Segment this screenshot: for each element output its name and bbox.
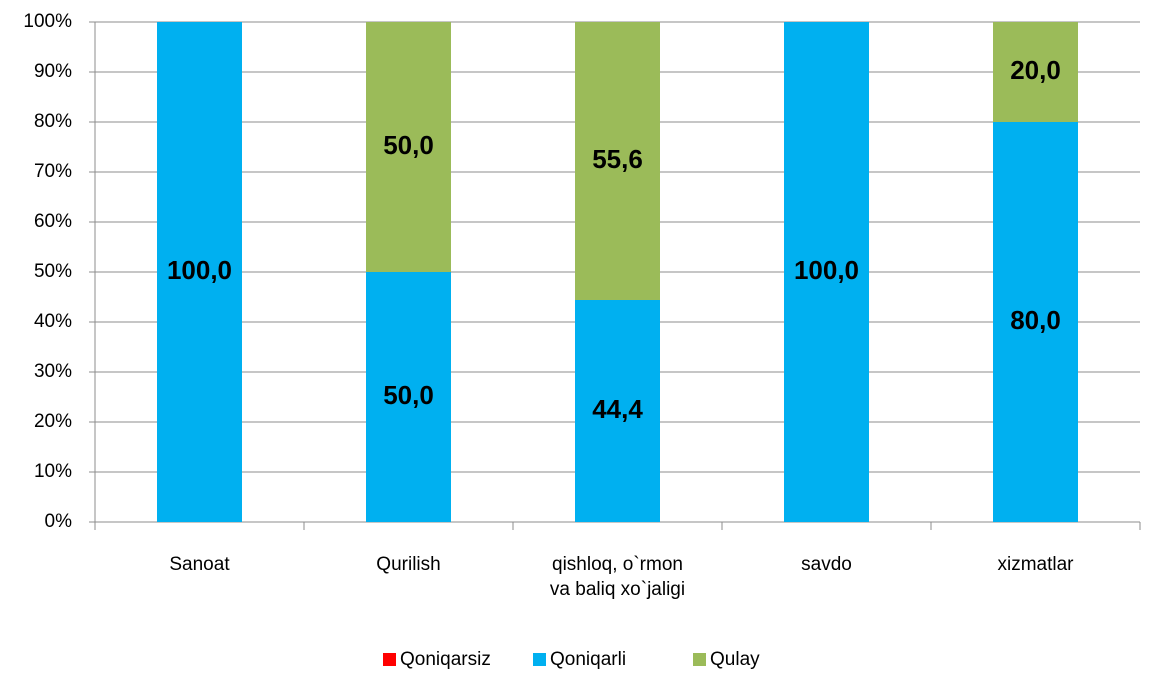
legend-swatch <box>533 653 546 666</box>
x-tick-label: Qurilish <box>376 554 440 575</box>
y-tick-label: 20% <box>34 411 72 432</box>
bar-segment <box>157 22 242 522</box>
y-tick-label: 0% <box>45 511 73 532</box>
data-label: 44,4 <box>592 394 643 424</box>
y-tick-label: 90% <box>34 61 72 82</box>
bar-segment <box>993 22 1078 122</box>
y-tick-label: 100% <box>23 11 72 32</box>
legend-label: Qulay <box>710 649 760 670</box>
data-label: 20,0 <box>1010 55 1061 85</box>
x-tick-label: qishloq, o`rmon va baliq xo`jaligi <box>550 554 685 600</box>
y-tick-label: 80% <box>34 111 72 132</box>
data-label: 50,0 <box>383 380 434 410</box>
bar-segment <box>993 122 1078 522</box>
x-tick-label: xizmatlar <box>997 554 1074 575</box>
legend-label: Qoniqarsiz <box>400 649 491 670</box>
bar-segment <box>366 22 451 272</box>
x-tick-label: savdo <box>801 554 852 575</box>
y-tick-label: 40% <box>34 311 72 332</box>
x-tick-label: Sanoat <box>169 554 230 575</box>
y-tick-label: 70% <box>34 161 72 182</box>
legend-label: Qoniqarli <box>550 649 626 670</box>
y-tick-label: 10% <box>34 461 72 482</box>
bar-segment <box>575 22 660 300</box>
data-label: 50,0 <box>383 130 434 160</box>
data-label: 55,6 <box>592 144 643 174</box>
bar-segment <box>575 300 660 522</box>
data-label: 80,0 <box>1010 305 1061 335</box>
y-tick-label: 50% <box>34 261 72 282</box>
data-label: 100,0 <box>167 255 232 285</box>
bar-segment <box>366 272 451 522</box>
legend-swatch <box>383 653 396 666</box>
legend-swatch <box>693 653 706 666</box>
y-tick-label: 30% <box>34 361 72 382</box>
bar-segment <box>784 22 869 522</box>
y-tick-label: 60% <box>34 211 72 232</box>
data-label: 100,0 <box>794 255 859 285</box>
